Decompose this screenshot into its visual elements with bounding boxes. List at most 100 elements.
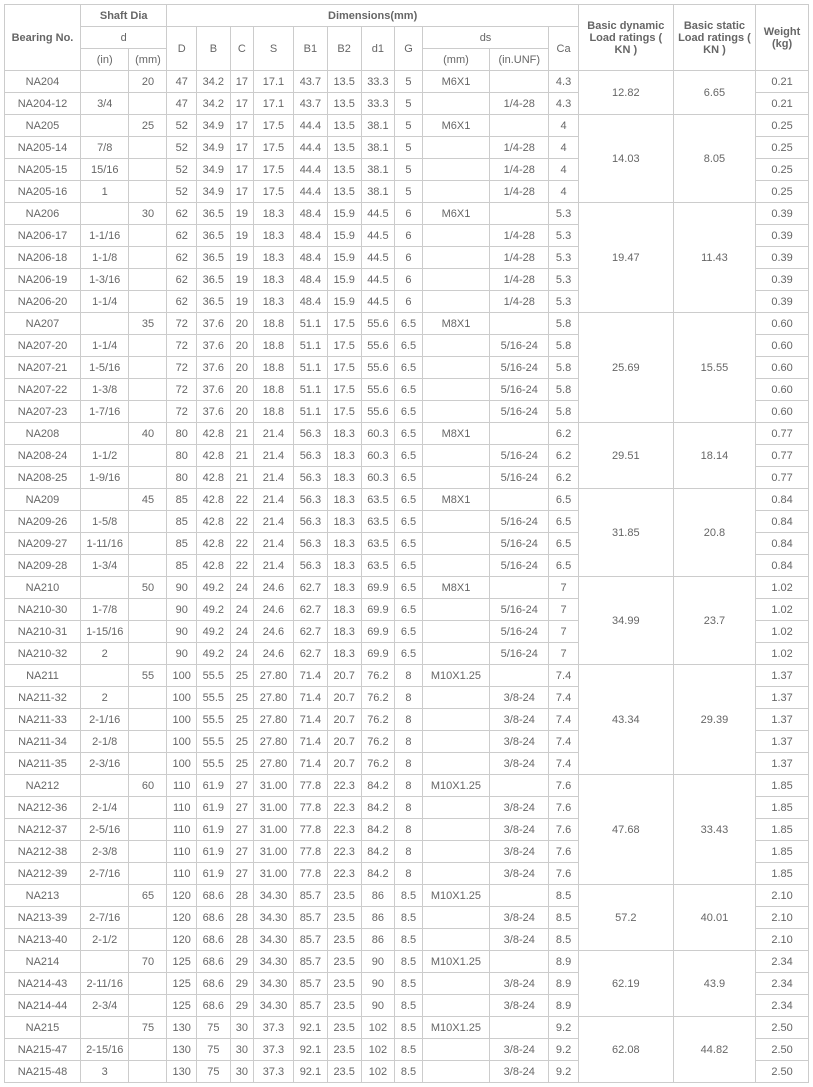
weight: 0.60 [756,379,809,401]
static-load: 43.9 [673,951,755,1017]
cell: 7.6 [549,863,579,885]
cell: 5.3 [549,203,579,225]
cell: 28 [230,885,253,907]
cell: 5 [395,93,422,115]
cell [490,313,549,335]
cell: 24 [230,643,253,665]
cell: 110 [167,819,197,841]
cell: 56.3 [294,511,328,533]
cell [129,1061,167,1083]
cell: 20.7 [327,665,361,687]
weight: 2.10 [756,929,809,951]
cell: 21 [230,467,253,489]
cell: 4 [549,181,579,203]
table-row: NA210509049.22424.662.718.369.96.5M8X173… [5,577,809,599]
static-load: 29.39 [673,665,755,775]
cell: NA214-43 [5,973,81,995]
cell: 69.9 [361,599,395,621]
cell: M10X1.25 [422,1017,490,1039]
cell: 48.4 [294,225,328,247]
cell: 8.9 [549,995,579,1017]
cell: 6 [395,247,422,269]
cell: 5.3 [549,225,579,247]
cell: 2-1/8 [80,731,129,753]
cell: 34.9 [196,115,230,137]
cell: 1-7/16 [80,401,129,423]
cell: 100 [167,753,197,775]
cell: 52 [167,115,197,137]
cell: 42.8 [196,423,230,445]
weight: 0.77 [756,423,809,445]
col-header: B1 [294,27,328,71]
cell: 27 [230,775,253,797]
cell: 34.30 [253,885,293,907]
cell: 22.3 [327,841,361,863]
cell: 15/16 [80,159,129,181]
cell: 48.4 [294,291,328,313]
cell [422,907,490,929]
cell: 6.5 [395,643,422,665]
cell: 51.1 [294,379,328,401]
cell [129,731,167,753]
col-header: S [253,27,293,71]
weight: 0.39 [756,269,809,291]
cell: 20 [230,313,253,335]
cell: 45 [129,489,167,511]
cell: 44.4 [294,115,328,137]
cell: 2-7/16 [80,907,129,929]
cell: 1-1/4 [80,335,129,357]
cell: 47 [167,71,197,93]
cell: 90 [361,973,395,995]
cell: 15.9 [327,269,361,291]
cell: 75 [196,1017,230,1039]
table-row: NA208408042.82121.456.318.360.36.5M8X16.… [5,423,809,445]
cell: 1-5/16 [80,357,129,379]
cell: 18.3 [327,489,361,511]
cell: 8 [395,775,422,797]
cell: 20 [230,379,253,401]
cell: 24.6 [253,643,293,665]
cell: 1/4-28 [490,181,549,203]
cell: 30 [230,1017,253,1039]
cell: 68.6 [196,907,230,929]
cell: 55.6 [361,379,395,401]
cell: 2-1/4 [80,797,129,819]
cell [129,335,167,357]
cell [129,797,167,819]
cell: 22 [230,489,253,511]
cell [129,247,167,269]
cell: 6.5 [395,467,422,489]
cell: 6.5 [395,577,422,599]
cell: 72 [167,357,197,379]
cell: 125 [167,951,197,973]
cell: 15.9 [327,291,361,313]
cell: 8.9 [549,973,579,995]
cell: 34.9 [196,137,230,159]
weight: 0.39 [756,247,809,269]
cell: M10X1.25 [422,885,490,907]
cell [422,863,490,885]
cell [80,577,129,599]
cell: 40 [129,423,167,445]
cell: 8.5 [549,929,579,951]
cell: 42.8 [196,511,230,533]
cell: M10X1.25 [422,665,490,687]
cell: 1/4-28 [490,93,549,115]
static-load: 23.7 [673,577,755,665]
cell: 7.4 [549,709,579,731]
cell [422,687,490,709]
cell [422,159,490,181]
static-load: 15.55 [673,313,755,423]
weight: 1.85 [756,797,809,819]
cell: 20.7 [327,687,361,709]
col-header: d [80,27,167,49]
cell: 63.5 [361,489,395,511]
cell: 60.3 [361,467,395,489]
cell: 17 [230,71,253,93]
cell: 34.2 [196,93,230,115]
cell: 6.5 [395,313,422,335]
cell [422,643,490,665]
cell: 6.5 [395,533,422,555]
cell: 3/4 [80,93,129,115]
cell: 8.5 [395,951,422,973]
